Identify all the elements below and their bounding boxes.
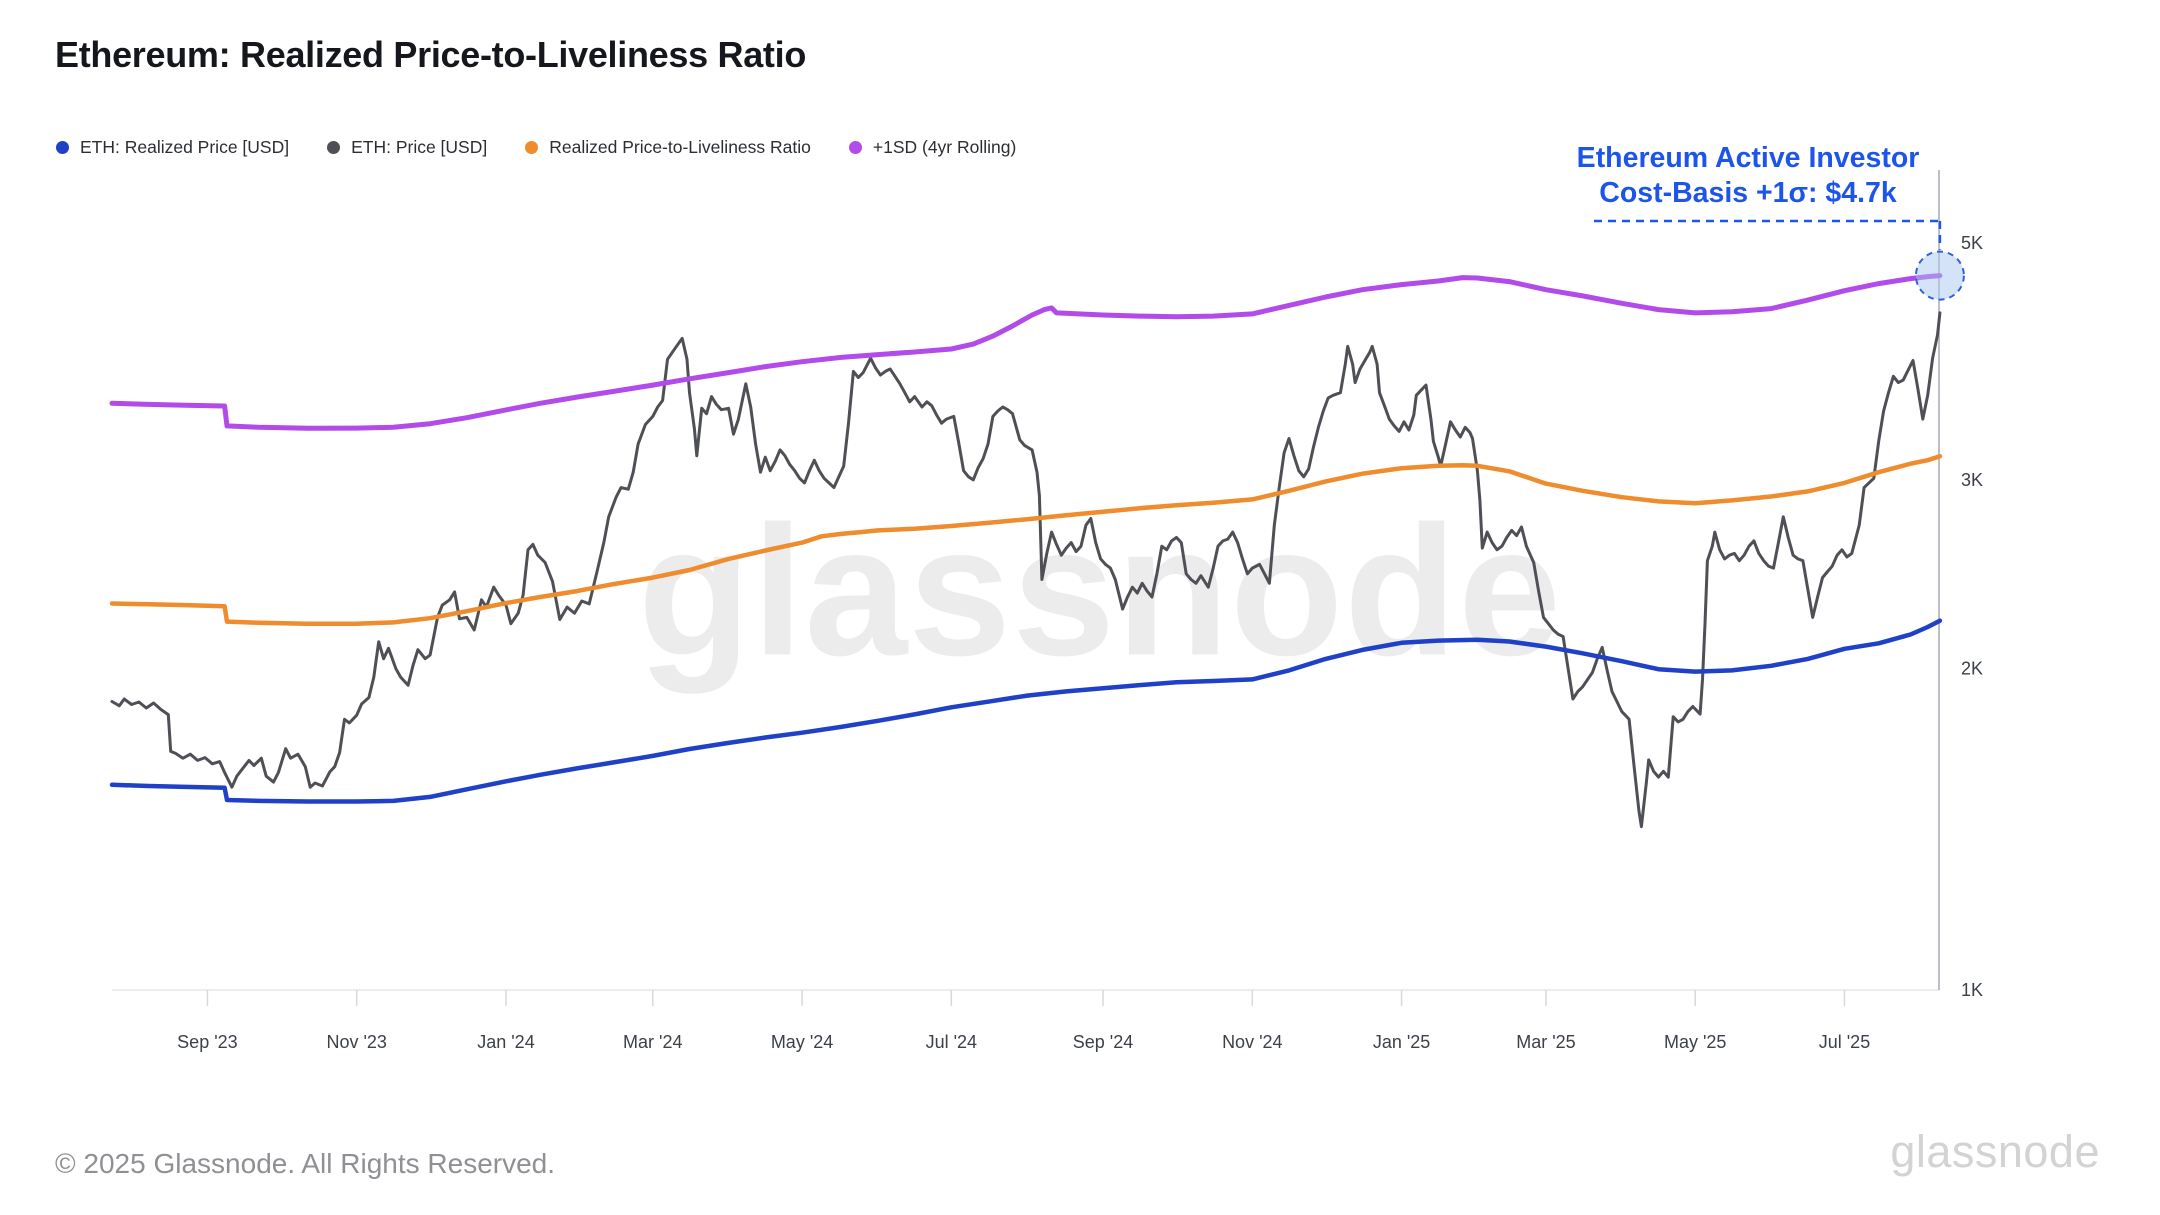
x-tick-label: Nov '24 xyxy=(1222,1032,1282,1052)
series-line-0 xyxy=(110,311,1942,829)
annotation-line1: Ethereum Active Investor xyxy=(1576,142,1920,174)
legend-dot-icon xyxy=(56,141,69,154)
x-tick-label: Jan '24 xyxy=(477,1032,534,1052)
legend-item-1[interactable]: ETH: Price [USD] xyxy=(327,137,487,158)
annotation-callout: Ethereum Active Investor Cost-Basis +1σ:… xyxy=(1577,141,1920,211)
x-tick-label: Jul '24 xyxy=(926,1032,977,1052)
y-tick-label: 2K xyxy=(1961,658,1983,678)
x-tick-label: Jan '25 xyxy=(1373,1032,1430,1052)
x-tick-label: Mar '25 xyxy=(1516,1032,1575,1052)
series-line-3 xyxy=(109,273,1943,431)
y-tick-label: 5K xyxy=(1961,233,1983,253)
x-tick-label: May '25 xyxy=(1664,1032,1726,1052)
glassnode-watermark: glassnode xyxy=(638,488,1562,695)
x-tick-label: Sep '23 xyxy=(177,1032,238,1052)
x-tick-label: Jul '25 xyxy=(1819,1032,1870,1052)
legend-item-3[interactable]: +1SD (4yr Rolling) xyxy=(848,137,1017,158)
legend-item-0[interactable]: ETH: Realized Price [USD] xyxy=(56,137,289,158)
legend-dot-icon xyxy=(327,141,341,154)
x-tick-label: May '24 xyxy=(771,1032,833,1052)
glassnode-logo: glassnode xyxy=(1890,1126,2100,1177)
legend-dot-icon xyxy=(848,141,862,154)
x-tick-label: Mar '24 xyxy=(623,1032,682,1052)
legend-label: Realized Price-to-Liveliness Ratio xyxy=(549,137,811,157)
y-tick-label: 3K xyxy=(1961,470,1983,490)
legend-label: ETH: Price [USD] xyxy=(351,137,488,157)
x-tick-label: Nov '23 xyxy=(326,1032,386,1052)
annotation-line2: Cost-Basis +1σ: $4.7k xyxy=(1599,177,1897,209)
chart-legend: ETH: Realized Price [USD] ETH: Price [USD… xyxy=(56,137,1016,158)
series-line-1 xyxy=(109,618,1943,804)
x-tick-label: Sep '24 xyxy=(1073,1032,1134,1052)
page-title: Ethereum: Realized Price-to-Liveliness R… xyxy=(55,34,807,75)
legend-item-2[interactable]: Realized Price-to-Liveliness Ratio xyxy=(525,137,811,158)
series-line-2 xyxy=(109,454,1943,626)
legend-label: +1SD (4yr Rolling) xyxy=(872,137,1017,157)
legend-dot-icon xyxy=(525,141,539,154)
highlight-circle xyxy=(1914,250,1965,301)
footer-copyright: © 2025 Glassnode. All Rights Reserved. xyxy=(55,1148,556,1179)
legend-label: ETH: Realized Price [USD] xyxy=(80,137,290,157)
y-tick-label: 1K xyxy=(1961,980,1983,1000)
